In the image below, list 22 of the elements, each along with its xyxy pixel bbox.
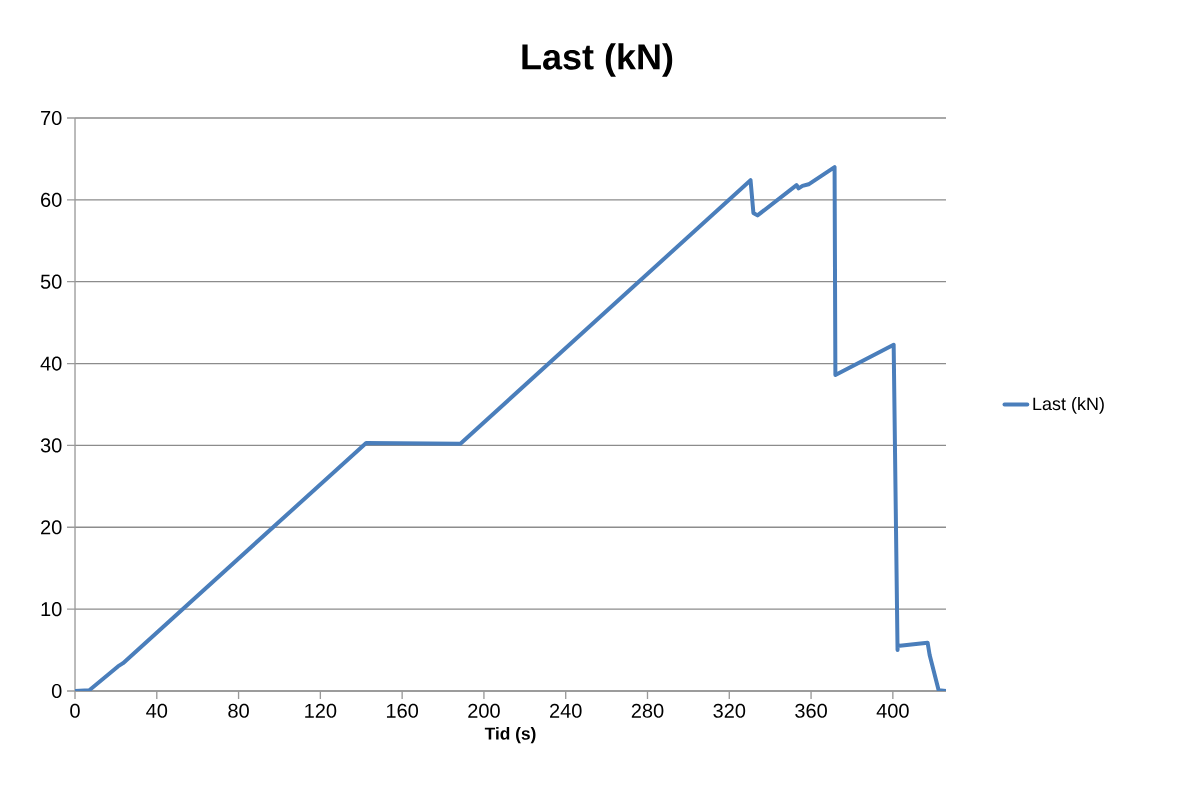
x-tick-label: 240 — [550, 703, 582, 718]
y-tick-label: 70 — [41, 110, 62, 126]
x-tick-label: 80 — [228, 703, 249, 718]
y-tick-label: 10 — [41, 602, 62, 617]
x-tick-label: 160 — [386, 703, 419, 718]
x-axis-title: Tid (s) — [484, 727, 536, 744]
x-tick-label: 320 — [713, 703, 746, 718]
x-tick-label: 0 — [70, 703, 80, 718]
y-tick-label: 40 — [40, 356, 62, 371]
x-tick-label: 120 — [305, 703, 337, 718]
x-tick-label: 400 — [876, 703, 909, 718]
y-tick-label: 30 — [40, 438, 62, 453]
x-tick-label: 200 — [468, 703, 500, 718]
x-tick-label: 360 — [795, 703, 827, 718]
y-tick-label: 60 — [41, 192, 62, 207]
x-tick-label: 280 — [631, 703, 664, 718]
chart-title: Last (kN) — [522, 43, 673, 77]
x-tick-label: 40 — [146, 703, 168, 718]
y-tick-label: 20 — [41, 520, 62, 535]
legend-label: Last (kN) — [1033, 396, 1104, 414]
y-tick-label: 0 — [51, 683, 62, 699]
y-tick-label: 50 — [40, 274, 62, 289]
